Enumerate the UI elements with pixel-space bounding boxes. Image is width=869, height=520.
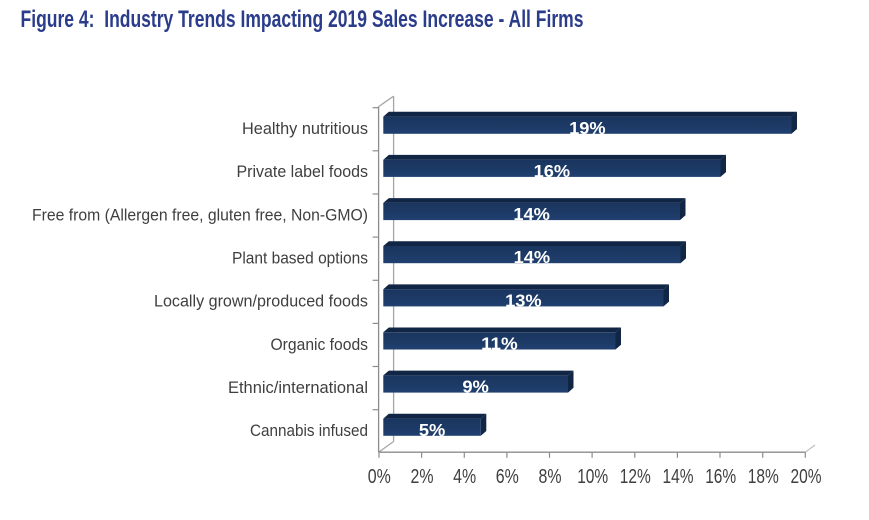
svg-text:Ethnic/international: Ethnic/international xyxy=(228,378,368,397)
svg-text:0%: 0% xyxy=(368,466,391,488)
svg-text:Cannabis infused: Cannabis infused xyxy=(250,421,368,440)
svg-text:10%: 10% xyxy=(577,466,608,488)
svg-text:8%: 8% xyxy=(539,466,562,488)
svg-text:Organic foods: Organic foods xyxy=(271,335,369,354)
svg-text:4%: 4% xyxy=(453,466,476,488)
svg-text:Plant based options: Plant based options xyxy=(232,249,368,268)
svg-text:18%: 18% xyxy=(748,466,779,488)
svg-text:Healthy nutritious: Healthy nutritious xyxy=(242,119,368,138)
svg-text:19%: 19% xyxy=(569,118,606,138)
svg-text:11%: 11% xyxy=(481,334,518,354)
svg-text:14%: 14% xyxy=(663,466,694,488)
svg-text:14%: 14% xyxy=(514,247,551,267)
svg-text:Figure 4: Industry Trends Imp: Figure 4: Industry Trends Impacting 2019… xyxy=(21,6,584,33)
svg-text:9%: 9% xyxy=(462,377,489,397)
svg-text:5%: 5% xyxy=(419,420,446,440)
svg-text:16%: 16% xyxy=(534,161,571,181)
svg-text:6%: 6% xyxy=(496,466,519,488)
svg-text:Private label foods: Private label foods xyxy=(237,162,369,181)
svg-text:20%: 20% xyxy=(791,466,822,488)
svg-text:Locally grown/produced foods: Locally grown/produced foods xyxy=(154,292,368,311)
svg-text:2%: 2% xyxy=(411,466,434,488)
svg-text:12%: 12% xyxy=(620,466,651,488)
svg-text:16%: 16% xyxy=(705,466,736,488)
svg-text:14%: 14% xyxy=(513,204,550,224)
svg-text:Free from (Allergen free, glut: Free from (Allergen free, gluten free, N… xyxy=(32,205,368,224)
svg-text:13%: 13% xyxy=(505,290,542,310)
